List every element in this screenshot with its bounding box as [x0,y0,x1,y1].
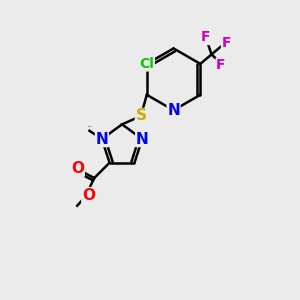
Text: N: N [136,131,148,146]
Text: O: O [71,161,84,176]
Text: O: O [82,188,95,202]
Text: F: F [221,36,231,50]
Text: S: S [135,109,146,124]
Text: F: F [200,30,210,44]
Text: methyl: methyl [88,126,93,127]
Text: N: N [95,131,108,146]
Text: F: F [216,58,226,72]
Text: Cl: Cl [139,57,154,71]
Text: N: N [167,103,180,118]
